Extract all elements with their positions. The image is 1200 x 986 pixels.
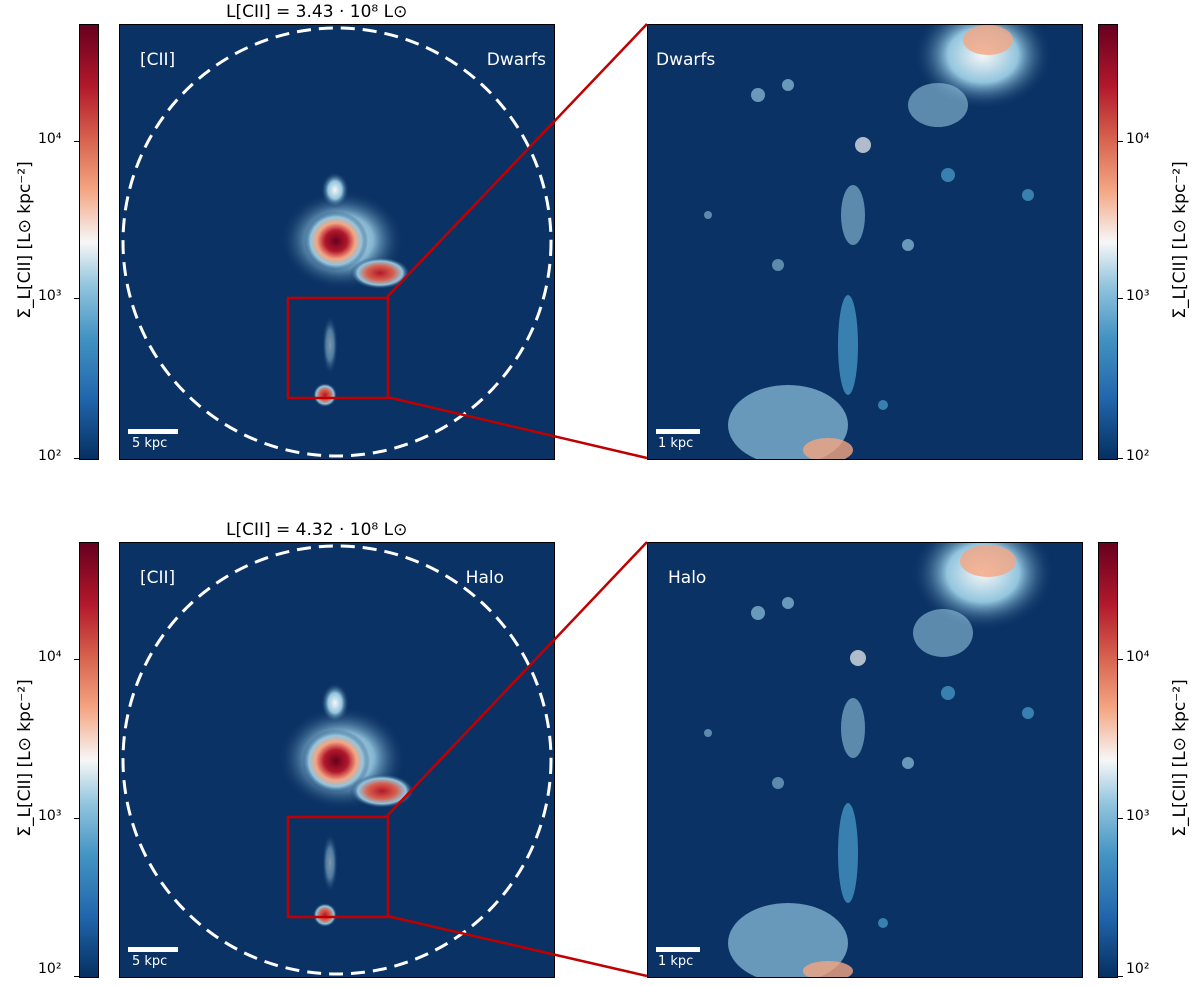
zoom-box xyxy=(286,296,390,400)
colorbar-left-bottom xyxy=(79,542,99,978)
map-panel-zoom-top: Dwarfs 1 kpc xyxy=(647,24,1083,460)
colorbar-left-top xyxy=(79,24,99,460)
colorbar-tick: 10³ xyxy=(38,808,62,824)
scale-bar xyxy=(128,947,178,952)
scale-label: 1 kpc xyxy=(658,954,694,969)
colorbar-right-top xyxy=(1098,24,1118,460)
colorbar-tick: 10⁴ xyxy=(38,131,62,147)
map-panel-full-bottom: [CII] Halo 5 kpc xyxy=(119,542,555,978)
colorbar-tick: 10² xyxy=(1126,961,1150,977)
scale-bar xyxy=(656,947,700,952)
colorbar-tick: 10³ xyxy=(1126,288,1150,304)
scale-label: 1 kpc xyxy=(658,436,694,451)
map-panel-zoom-bottom: Halo 1 kpc xyxy=(647,542,1083,978)
model-label: Dwarfs xyxy=(656,50,716,70)
colorbar-tick: 10⁴ xyxy=(38,649,62,665)
colorbar-tick: 10⁴ xyxy=(1126,131,1150,147)
luminosity-title: L[CII] = 3.43 · 10⁸ L⊙ xyxy=(226,2,408,22)
colorbar-tick: 10² xyxy=(1126,448,1150,464)
species-label: [CII] xyxy=(140,568,176,588)
model-label: Dwarfs xyxy=(486,50,546,70)
colorbar-label: Σ_L[CII] [L⊙ kpc⁻²] xyxy=(1170,679,1190,837)
colorbar-label: Σ_L[CII] [L⊙ kpc⁻²] xyxy=(15,679,35,837)
colorbar-tick: 10³ xyxy=(38,288,62,304)
scale-label: 5 kpc xyxy=(132,954,168,969)
scale-label: 5 kpc xyxy=(132,436,168,451)
colorbar-tick: 10⁴ xyxy=(1126,649,1150,665)
model-label: Halo xyxy=(668,568,707,588)
colorbar-label: Σ_L[CII] [L⊙ kpc⁻²] xyxy=(1170,161,1190,319)
colorbar-tick: 10² xyxy=(38,961,62,977)
scale-bar xyxy=(656,429,700,434)
luminosity-title: L[CII] = 4.32 · 10⁸ L⊙ xyxy=(226,520,408,540)
colorbar-tick: 10² xyxy=(38,448,62,464)
zoom-box xyxy=(286,815,390,919)
colorbar-right-bottom xyxy=(1098,542,1118,978)
scale-bar xyxy=(128,429,178,434)
model-label: Halo xyxy=(465,568,504,588)
map-panel-full-top: [CII] Dwarfs 5 kpc xyxy=(119,24,555,460)
colorbar-label: Σ_L[CII] [L⊙ kpc⁻²] xyxy=(15,161,35,319)
colorbar-tick: 10³ xyxy=(1126,808,1150,824)
species-label: [CII] xyxy=(140,50,176,70)
